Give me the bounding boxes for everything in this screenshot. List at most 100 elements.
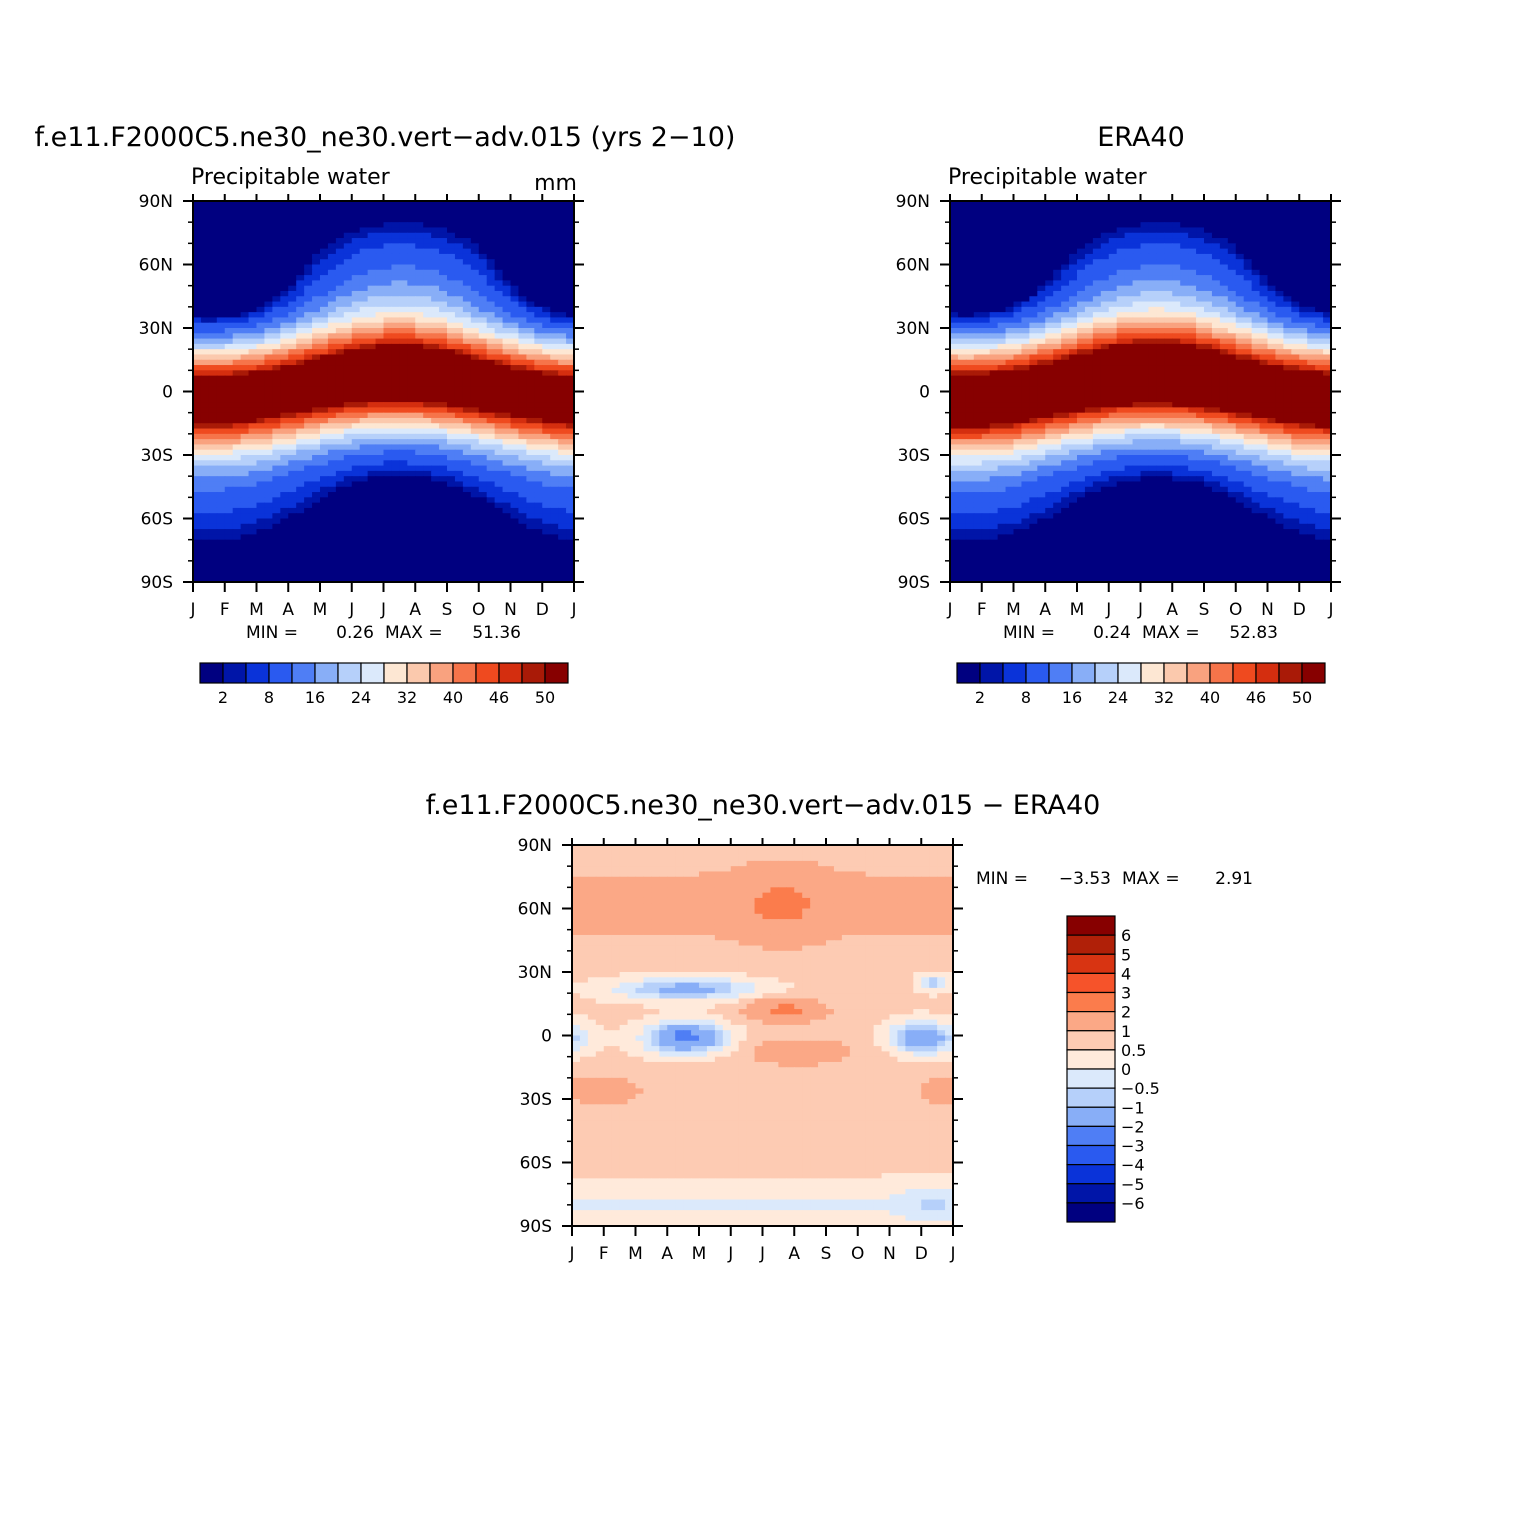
- field-cell: [486, 232, 496, 239]
- field-cell: [566, 423, 574, 430]
- field-cell: [1005, 285, 1015, 292]
- field-cell: [256, 470, 266, 477]
- field-cell: [989, 301, 999, 308]
- field-cell: [454, 497, 464, 504]
- field-cell: [1251, 216, 1261, 223]
- field-cell: [1077, 264, 1086, 271]
- field-cell: [510, 280, 520, 287]
- field-cell: [296, 312, 305, 319]
- field-cell: [526, 560, 535, 567]
- field-cell: [1148, 285, 1157, 292]
- field-cell: [216, 312, 226, 319]
- field-cell: [375, 539, 385, 546]
- field-cell: [351, 259, 361, 266]
- field-cell: [1204, 216, 1213, 223]
- field-cell: [216, 301, 226, 308]
- field-cell: [997, 354, 1007, 361]
- field-cell: [454, 290, 464, 297]
- field-cell: [550, 544, 559, 551]
- field-cell: [327, 465, 337, 472]
- field-cell: [989, 248, 999, 255]
- field-cell: [454, 391, 464, 398]
- colorbar-swatch: [268, 662, 293, 684]
- field-cell: [1227, 206, 1237, 213]
- field-cell: [494, 529, 504, 535]
- field-cell: [1235, 338, 1245, 345]
- field-cell: [981, 206, 991, 213]
- field-cell: [558, 439, 567, 446]
- field-cell: [997, 227, 1007, 234]
- colorbar-label: 50: [535, 688, 555, 707]
- field-cell: [415, 333, 424, 340]
- field-cell: [1172, 317, 1181, 324]
- field-cell: [312, 396, 321, 403]
- field-cell: [335, 290, 345, 297]
- field-cell: [193, 380, 202, 387]
- field-cell: [272, 412, 281, 419]
- field-cell: [256, 555, 266, 562]
- field-cell: [558, 507, 567, 514]
- field-cell: [312, 359, 321, 366]
- field-cell: [399, 290, 408, 297]
- field-cell: [1259, 264, 1269, 271]
- field-cell: [335, 280, 345, 287]
- field-cell: [502, 391, 512, 398]
- field-cell: [280, 285, 289, 292]
- field-cell: [1053, 248, 1062, 255]
- field-cell: [351, 317, 361, 324]
- field-cell: [312, 243, 321, 250]
- field-cell: [447, 275, 456, 281]
- field-cell: [447, 486, 456, 493]
- field-cell: [200, 444, 210, 451]
- field-cell: [1077, 222, 1086, 229]
- field-cell: [1299, 306, 1308, 313]
- field-cell: [462, 550, 472, 557]
- field-cell: [478, 365, 488, 371]
- field-cell: [1156, 328, 1165, 334]
- field-cell: [1299, 312, 1308, 319]
- field-cell: [1077, 338, 1086, 345]
- field-cell: [193, 470, 202, 477]
- field-cell: [343, 396, 353, 403]
- field-cell: [312, 407, 321, 414]
- field-cell: [454, 560, 464, 567]
- field-cell: [399, 465, 408, 472]
- field-cell: [399, 455, 408, 461]
- field-cell: [407, 328, 416, 334]
- field-cell: [1291, 264, 1300, 271]
- field-cell: [502, 518, 512, 525]
- field-cell: [335, 322, 345, 329]
- field-cell: [1323, 211, 1331, 218]
- field-cell: [518, 396, 527, 403]
- panel-model-stats: MIN = 0.26 MAX = 51.36: [246, 623, 521, 643]
- field-cell: [359, 407, 369, 414]
- field-cell: [399, 365, 408, 371]
- field-cell: [216, 290, 226, 297]
- field-cell: [383, 412, 393, 419]
- field-cell: [494, 312, 504, 319]
- field-cell: [304, 529, 313, 535]
- field-cell: [343, 544, 353, 551]
- field-cell: [973, 206, 983, 213]
- field-cell: [1251, 328, 1261, 334]
- field-cell: [232, 518, 242, 525]
- field-cell: [351, 402, 361, 408]
- field-cell: [526, 523, 535, 530]
- field-cell: [351, 322, 361, 329]
- field-cell: [431, 513, 440, 520]
- field-cell: [193, 476, 202, 483]
- field-cell: [1188, 343, 1197, 350]
- field-cell: [391, 333, 400, 340]
- field-cell: [431, 444, 440, 451]
- field-cell: [216, 380, 226, 387]
- field-cell: [280, 507, 289, 514]
- field-cell: [510, 216, 520, 223]
- field-cell: [1323, 201, 1331, 207]
- field-cell: [224, 571, 234, 578]
- field-cell: [335, 391, 345, 398]
- field-cell: [351, 206, 361, 213]
- field-cell: [288, 343, 297, 350]
- field-cell: [415, 259, 424, 266]
- field-cell: [320, 248, 329, 255]
- field-cell: [1116, 333, 1126, 340]
